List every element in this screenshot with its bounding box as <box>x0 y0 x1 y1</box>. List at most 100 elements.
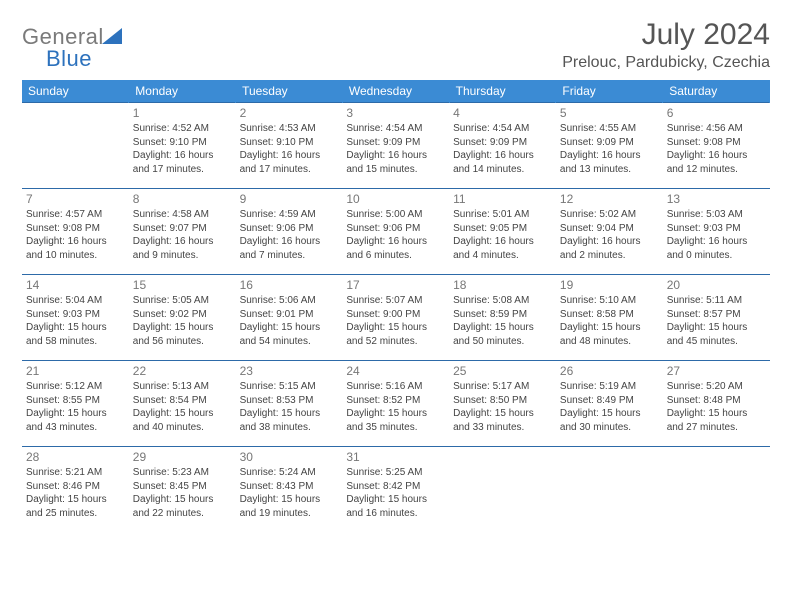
day-header: Tuesday <box>236 80 343 103</box>
sunset-text: Sunset: 9:01 PM <box>240 308 339 322</box>
sunrise-text: Sunrise: 5:12 AM <box>26 380 125 394</box>
day-number: 28 <box>26 449 125 465</box>
daylight-text: Daylight: 15 hours and 33 minutes. <box>453 407 552 434</box>
daylight-text: Daylight: 15 hours and 16 minutes. <box>346 493 445 520</box>
calendar-day-cell: 25Sunrise: 5:17 AMSunset: 8:50 PMDayligh… <box>449 361 556 447</box>
sunrise-text: Sunrise: 4:54 AM <box>453 122 552 136</box>
sunset-text: Sunset: 9:04 PM <box>560 222 659 236</box>
day-number: 23 <box>240 363 339 379</box>
daylight-text: Daylight: 15 hours and 56 minutes. <box>133 321 232 348</box>
daylight-text: Daylight: 15 hours and 30 minutes. <box>560 407 659 434</box>
sunset-text: Sunset: 9:03 PM <box>26 308 125 322</box>
day-number: 2 <box>240 105 339 121</box>
daylight-text: Daylight: 16 hours and 10 minutes. <box>26 235 125 262</box>
daylight-text: Daylight: 15 hours and 35 minutes. <box>346 407 445 434</box>
sunset-text: Sunset: 9:02 PM <box>133 308 232 322</box>
sunset-text: Sunset: 9:08 PM <box>26 222 125 236</box>
sunrise-text: Sunrise: 5:16 AM <box>346 380 445 394</box>
sunrise-text: Sunrise: 5:11 AM <box>667 294 766 308</box>
page-title: July 2024 <box>562 18 770 52</box>
calendar-empty-cell <box>556 447 663 533</box>
daylight-text: Daylight: 16 hours and 14 minutes. <box>453 149 552 176</box>
sunrise-text: Sunrise: 4:59 AM <box>240 208 339 222</box>
sunset-text: Sunset: 9:08 PM <box>667 136 766 150</box>
sunrise-text: Sunrise: 5:13 AM <box>133 380 232 394</box>
sunrise-text: Sunrise: 5:04 AM <box>26 294 125 308</box>
sunrise-text: Sunrise: 4:53 AM <box>240 122 339 136</box>
daylight-text: Daylight: 16 hours and 2 minutes. <box>560 235 659 262</box>
location-subtitle: Prelouc, Pardubicky, Czechia <box>562 54 770 72</box>
calendar-day-cell: 27Sunrise: 5:20 AMSunset: 8:48 PMDayligh… <box>663 361 770 447</box>
daylight-text: Daylight: 15 hours and 22 minutes. <box>133 493 232 520</box>
day-number: 7 <box>26 191 125 207</box>
sunrise-text: Sunrise: 5:23 AM <box>133 466 232 480</box>
calendar-table: SundayMondayTuesdayWednesdayThursdayFrid… <box>22 80 770 533</box>
day-number: 9 <box>240 191 339 207</box>
day-number: 10 <box>346 191 445 207</box>
calendar-day-cell: 2Sunrise: 4:53 AMSunset: 9:10 PMDaylight… <box>236 103 343 189</box>
day-number: 27 <box>667 363 766 379</box>
day-number: 26 <box>560 363 659 379</box>
calendar-day-cell: 10Sunrise: 5:00 AMSunset: 9:06 PMDayligh… <box>342 189 449 275</box>
sunrise-text: Sunrise: 5:03 AM <box>667 208 766 222</box>
sunrise-text: Sunrise: 5:01 AM <box>453 208 552 222</box>
day-number: 21 <box>26 363 125 379</box>
sunset-text: Sunset: 8:54 PM <box>133 394 232 408</box>
calendar-header-row: SundayMondayTuesdayWednesdayThursdayFrid… <box>22 80 770 103</box>
day-number: 18 <box>453 277 552 293</box>
sunrise-text: Sunrise: 5:24 AM <box>240 466 339 480</box>
calendar-day-cell: 13Sunrise: 5:03 AMSunset: 9:03 PMDayligh… <box>663 189 770 275</box>
sunset-text: Sunset: 8:52 PM <box>346 394 445 408</box>
day-header: Saturday <box>663 80 770 103</box>
daylight-text: Daylight: 16 hours and 6 minutes. <box>346 235 445 262</box>
day-number: 16 <box>240 277 339 293</box>
sunset-text: Sunset: 8:53 PM <box>240 394 339 408</box>
calendar-day-cell: 7Sunrise: 4:57 AMSunset: 9:08 PMDaylight… <box>22 189 129 275</box>
header: General Blue July 2024 Prelouc, Pardubic… <box>22 18 770 72</box>
day-number: 19 <box>560 277 659 293</box>
calendar-day-cell: 18Sunrise: 5:08 AMSunset: 8:59 PMDayligh… <box>449 275 556 361</box>
daylight-text: Daylight: 15 hours and 48 minutes. <box>560 321 659 348</box>
sunset-text: Sunset: 9:09 PM <box>346 136 445 150</box>
sunrise-text: Sunrise: 5:15 AM <box>240 380 339 394</box>
calendar-page: General Blue July 2024 Prelouc, Pardubic… <box>0 0 792 533</box>
calendar-week-row: 14Sunrise: 5:04 AMSunset: 9:03 PMDayligh… <box>22 275 770 361</box>
daylight-text: Daylight: 16 hours and 7 minutes. <box>240 235 339 262</box>
logo: General Blue <box>22 18 122 72</box>
sunset-text: Sunset: 8:42 PM <box>346 480 445 494</box>
day-number: 15 <box>133 277 232 293</box>
sunset-text: Sunset: 8:55 PM <box>26 394 125 408</box>
day-header: Friday <box>556 80 663 103</box>
daylight-text: Daylight: 16 hours and 13 minutes. <box>560 149 659 176</box>
sunrise-text: Sunrise: 5:19 AM <box>560 380 659 394</box>
daylight-text: Daylight: 15 hours and 52 minutes. <box>346 321 445 348</box>
day-header: Monday <box>129 80 236 103</box>
sunset-text: Sunset: 8:45 PM <box>133 480 232 494</box>
daylight-text: Daylight: 15 hours and 27 minutes. <box>667 407 766 434</box>
day-number: 12 <box>560 191 659 207</box>
calendar-body: 1Sunrise: 4:52 AMSunset: 9:10 PMDaylight… <box>22 103 770 533</box>
daylight-text: Daylight: 16 hours and 17 minutes. <box>240 149 339 176</box>
day-number: 8 <box>133 191 232 207</box>
calendar-day-cell: 26Sunrise: 5:19 AMSunset: 8:49 PMDayligh… <box>556 361 663 447</box>
calendar-day-cell: 16Sunrise: 5:06 AMSunset: 9:01 PMDayligh… <box>236 275 343 361</box>
daylight-text: Daylight: 15 hours and 54 minutes. <box>240 321 339 348</box>
day-number: 6 <box>667 105 766 121</box>
calendar-day-cell: 17Sunrise: 5:07 AMSunset: 9:00 PMDayligh… <box>342 275 449 361</box>
calendar-day-cell: 29Sunrise: 5:23 AMSunset: 8:45 PMDayligh… <box>129 447 236 533</box>
sunset-text: Sunset: 8:43 PM <box>240 480 339 494</box>
day-header: Sunday <box>22 80 129 103</box>
sunset-text: Sunset: 9:07 PM <box>133 222 232 236</box>
sunset-text: Sunset: 9:10 PM <box>240 136 339 150</box>
calendar-day-cell: 3Sunrise: 4:54 AMSunset: 9:09 PMDaylight… <box>342 103 449 189</box>
daylight-text: Daylight: 16 hours and 0 minutes. <box>667 235 766 262</box>
daylight-text: Daylight: 16 hours and 12 minutes. <box>667 149 766 176</box>
day-number: 20 <box>667 277 766 293</box>
calendar-week-row: 28Sunrise: 5:21 AMSunset: 8:46 PMDayligh… <box>22 447 770 533</box>
calendar-day-cell: 1Sunrise: 4:52 AMSunset: 9:10 PMDaylight… <box>129 103 236 189</box>
sunrise-text: Sunrise: 5:25 AM <box>346 466 445 480</box>
sunrise-text: Sunrise: 4:54 AM <box>346 122 445 136</box>
calendar-day-cell: 6Sunrise: 4:56 AMSunset: 9:08 PMDaylight… <box>663 103 770 189</box>
daylight-text: Daylight: 16 hours and 9 minutes. <box>133 235 232 262</box>
calendar-day-cell: 22Sunrise: 5:13 AMSunset: 8:54 PMDayligh… <box>129 361 236 447</box>
